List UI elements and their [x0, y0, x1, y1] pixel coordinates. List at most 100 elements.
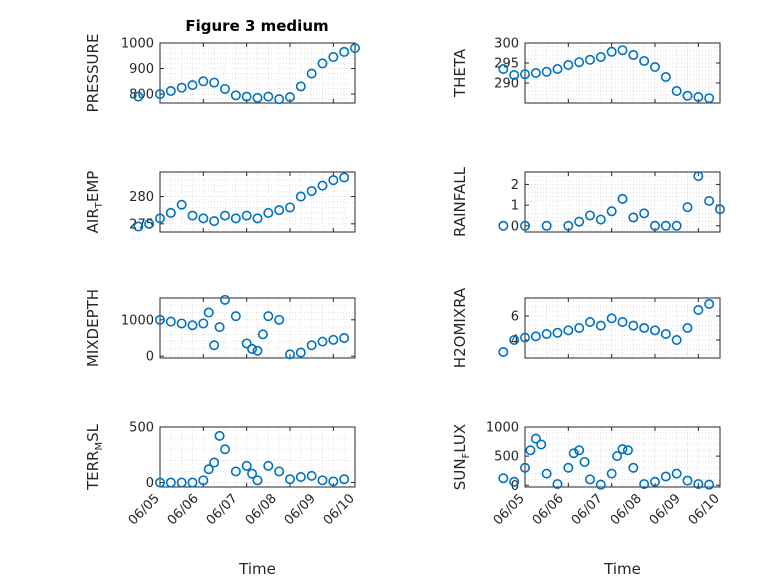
y-tick-label: 500 [129, 421, 154, 436]
data-point [568, 448, 579, 459]
y-axis-label-text: RAINFALL [451, 166, 469, 237]
data-point [241, 91, 252, 102]
data-point [328, 52, 339, 63]
data-point [284, 474, 295, 485]
data-point [671, 468, 682, 479]
data-point [536, 439, 547, 450]
data-point [274, 94, 285, 105]
data-series [498, 433, 715, 490]
data-point [714, 204, 725, 215]
data-series [498, 298, 715, 357]
y-axis-label: MIXDEPTH [84, 289, 102, 367]
data-point [328, 334, 339, 345]
data-point [498, 220, 509, 231]
data-point [704, 479, 715, 490]
data-point [617, 316, 628, 327]
data-point [328, 175, 339, 186]
y-tick-label: 295 [494, 57, 519, 72]
data-point [306, 68, 317, 79]
data-point [498, 346, 509, 357]
data-point [165, 207, 176, 218]
y-axis-label-text: MIXDEPTH [84, 289, 102, 367]
data-point [612, 451, 623, 462]
data-point [295, 347, 306, 358]
y-axis-label-text: THETA [451, 48, 469, 98]
axes-box [524, 42, 721, 104]
data-point [241, 460, 252, 471]
data-point [617, 193, 628, 204]
y-axis-label: RAINFALL [451, 166, 469, 237]
data-point [649, 325, 660, 336]
y-axis-label: H2OMIXRA [451, 287, 469, 368]
data-point [563, 220, 574, 231]
data-point [617, 444, 628, 455]
data-point [230, 311, 241, 322]
data-point [209, 340, 220, 351]
data-point [693, 479, 704, 490]
data-point [247, 343, 258, 354]
y-tick-label: 1000 [121, 37, 154, 52]
y-tick-label: 0 [511, 219, 519, 234]
data-point [214, 430, 225, 441]
data-series [155, 294, 350, 360]
data-point [203, 464, 214, 475]
y-tick-label: 6 [511, 310, 519, 325]
x-tick-label: 06/05 [491, 491, 528, 528]
data-point [339, 46, 350, 57]
data-point [220, 294, 231, 305]
data-point [530, 433, 541, 444]
data-point [252, 345, 263, 356]
figure-title: Figure 3 medium [185, 17, 328, 35]
data-point [682, 475, 693, 486]
data-point [317, 180, 328, 191]
data-point [606, 468, 617, 479]
data-point [187, 477, 198, 488]
y-axis-label: AIRTEMP [84, 171, 105, 234]
data-point [563, 325, 574, 336]
data-point [628, 49, 639, 60]
x-tick-label: 06/08 [608, 491, 645, 528]
data-point [584, 54, 595, 65]
x-tick-label: 06/06 [165, 491, 202, 528]
data-point [155, 213, 166, 224]
data-point [525, 445, 536, 456]
data-point [241, 210, 252, 221]
data-point [133, 91, 144, 102]
data-point [649, 476, 660, 487]
subplot-mixdepth: 0 1000 MIXDEPTH [84, 289, 356, 367]
y-axis-label-tail: SL [84, 423, 102, 442]
data-point [209, 216, 220, 227]
data-point [649, 220, 660, 231]
data-point [284, 349, 295, 360]
x-tick-label: 06/06 [530, 491, 567, 528]
data-point [176, 477, 187, 488]
data-series [498, 171, 725, 231]
y-axis-label-subscript: M [94, 442, 105, 451]
data-point [295, 191, 306, 202]
subplot-h2omixra: 4 6 H2OMIXRA [451, 287, 721, 368]
data-point [220, 210, 231, 221]
data-point [704, 195, 715, 206]
grid-lines [525, 427, 720, 487]
data-point [606, 46, 617, 57]
data-point [628, 320, 639, 331]
data-series [133, 172, 350, 232]
data-point [198, 213, 209, 224]
data-point [257, 329, 268, 340]
y-tick-label: 1000 [486, 421, 519, 436]
data-point [622, 445, 633, 456]
data-point [552, 64, 563, 75]
y-tick-label: 2 [511, 178, 519, 193]
data-point [617, 45, 628, 56]
data-point [317, 58, 328, 69]
data-point [671, 334, 682, 345]
data-point [509, 70, 520, 81]
data-point [574, 57, 585, 68]
grid-lines [525, 298, 720, 358]
data-point [339, 172, 350, 183]
x-tick-label: 06/10 [321, 491, 358, 528]
data-series [133, 43, 360, 105]
